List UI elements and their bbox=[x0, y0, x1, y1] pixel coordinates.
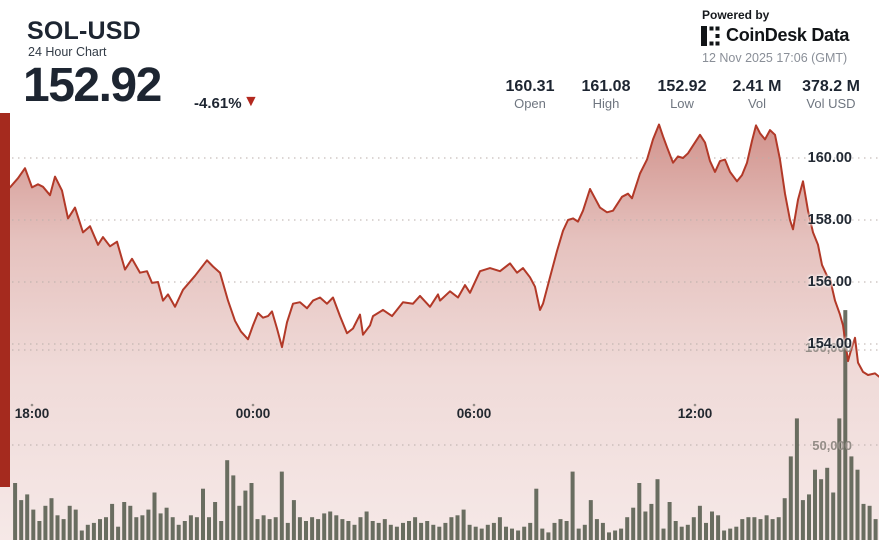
stat-volume-usd-label: Vol USD bbox=[806, 96, 856, 111]
price-axis-label-160: 160.00 bbox=[807, 150, 852, 166]
volume-axis-label-50000: 50,000 bbox=[812, 438, 852, 453]
stat-open: 160.31 Open bbox=[482, 78, 578, 112]
left-edge-marker bbox=[0, 113, 10, 487]
brand-name: CoinDesk Data bbox=[726, 25, 850, 45]
stat-low-value: 152.92 bbox=[657, 78, 707, 95]
powered-by-label: Powered by bbox=[702, 8, 770, 22]
price-axis-label-154: 154.00 bbox=[807, 336, 852, 352]
chart-subtitle: 24 Hour Chart bbox=[28, 45, 107, 59]
stat-open-label: Open bbox=[514, 96, 546, 111]
stat-low-label: Low bbox=[670, 96, 694, 111]
stat-open-value: 160.31 bbox=[505, 78, 555, 95]
volume-bars bbox=[13, 310, 878, 540]
stat-low: 152.92 Low bbox=[634, 78, 730, 112]
price-change-percent: -4.61% bbox=[194, 95, 242, 112]
volume-axis-label-100000: 100,000 bbox=[805, 340, 852, 355]
price-axis-label-156: 156.00 bbox=[807, 274, 852, 290]
price-line bbox=[0, 123, 879, 378]
stat-volume-value: 2.41 M bbox=[732, 78, 782, 95]
coindesk-mark-icon bbox=[701, 25, 721, 46]
stat-high-value: 161.08 bbox=[581, 78, 631, 95]
price-axis-label-158: 158.00 bbox=[807, 212, 852, 228]
stat-high: 161.08 High bbox=[558, 78, 654, 112]
down-arrow-icon: ▼ bbox=[243, 93, 259, 110]
stat-volume-usd-value: 378.2 M bbox=[802, 78, 860, 95]
price-area-fill bbox=[0, 124, 879, 540]
stat-volume: 2.41 M Vol bbox=[709, 78, 805, 112]
stat-high-label: High bbox=[592, 96, 620, 111]
symbol-title: SOL-USD bbox=[27, 17, 141, 45]
stat-volume-usd: 378.2 M Vol USD bbox=[783, 78, 879, 112]
time-axis-label-1200: 12:00 bbox=[677, 406, 713, 421]
chart-timestamp: 12 Nov 2025 17:06 (GMT) bbox=[702, 51, 848, 65]
coindesk-logo: CoinDesk Data bbox=[701, 25, 849, 46]
stat-volume-label: Vol bbox=[747, 96, 767, 111]
time-axis-label-0000: 00:00 bbox=[235, 406, 271, 421]
current-price: 152.92 bbox=[23, 59, 162, 112]
time-axis-label-0600: 06:00 bbox=[456, 406, 492, 421]
time-axis-label-1800: 18:00 bbox=[14, 406, 50, 421]
